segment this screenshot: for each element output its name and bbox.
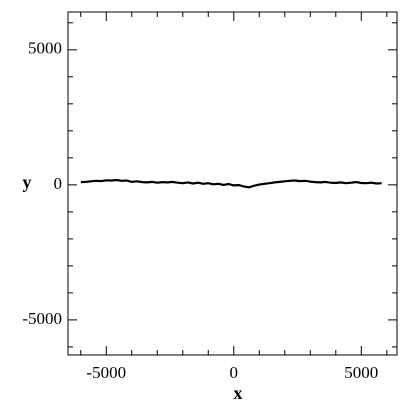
x-tick-label: 5000 xyxy=(344,363,378,382)
y-tick-label: -5000 xyxy=(22,309,62,328)
major-ticks xyxy=(68,12,397,355)
plot-frame xyxy=(67,11,398,356)
series-line xyxy=(80,178,382,189)
x-tick-label: -5000 xyxy=(86,363,126,382)
y-axis-label: y xyxy=(23,172,32,192)
y-tick-label: 0 xyxy=(54,174,63,193)
y-tick-label: 5000 xyxy=(28,39,62,58)
minor-ticks xyxy=(68,12,397,355)
x-axis-label: x xyxy=(234,383,243,402)
x-tick-label: 0 xyxy=(230,363,239,382)
